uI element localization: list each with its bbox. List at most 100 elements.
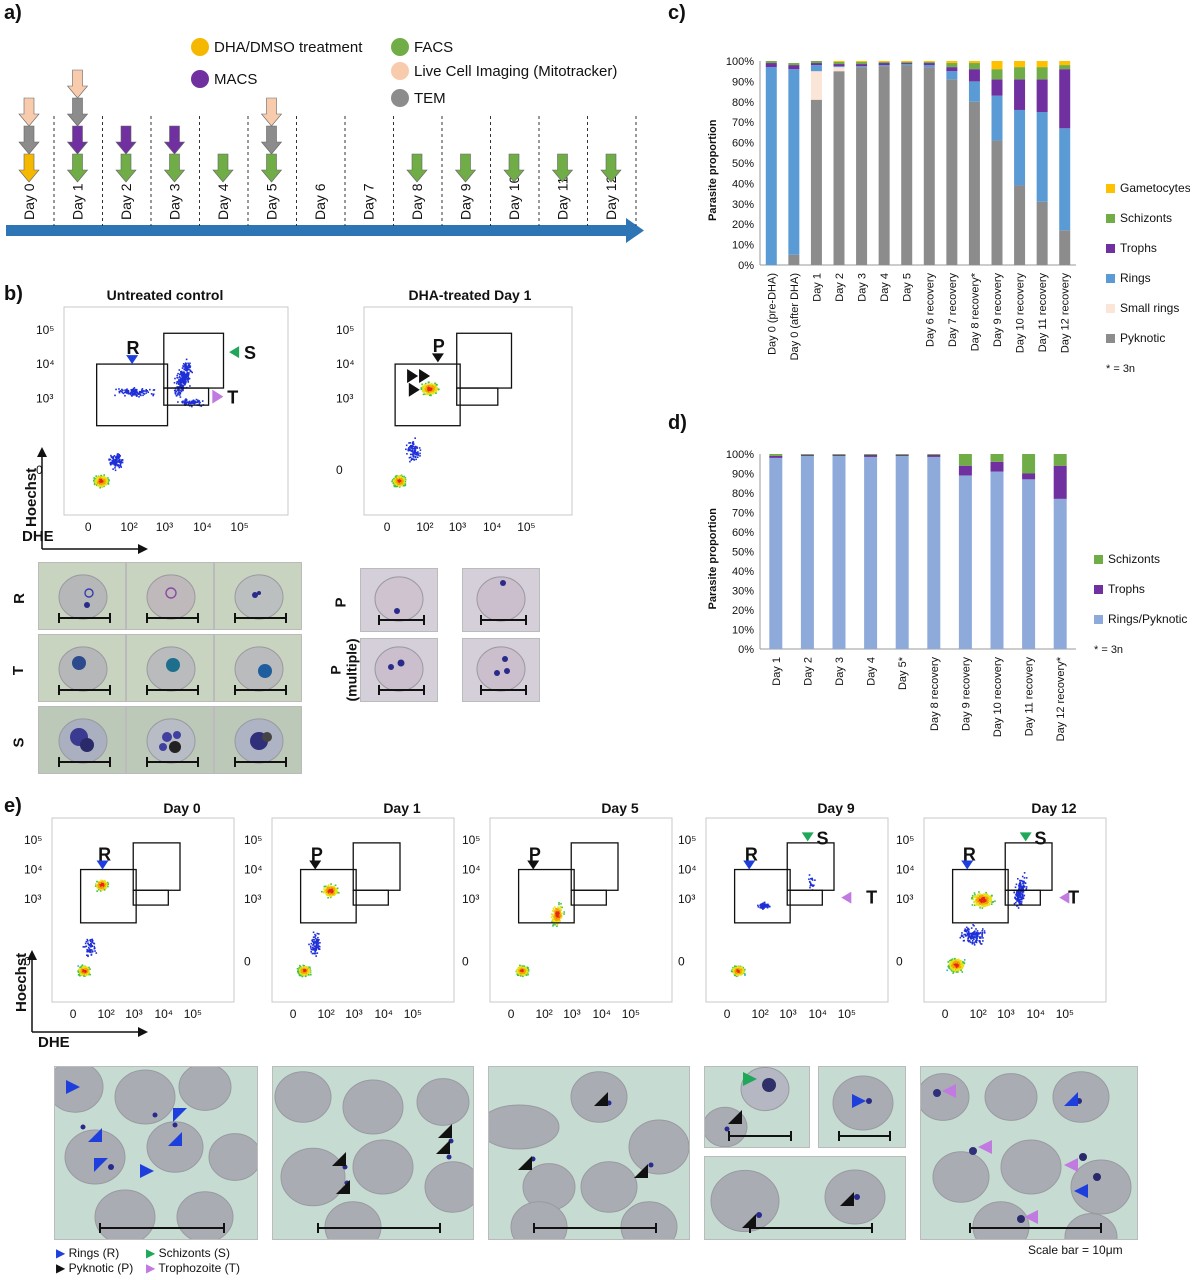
day-label: Day 4 [215, 183, 231, 220]
event-dot [192, 402, 195, 405]
event-dot [189, 385, 191, 387]
event-dot [141, 388, 144, 390]
event-dot [337, 891, 339, 894]
day-label: Day 8 [409, 183, 425, 220]
event-dot [401, 478, 404, 480]
x-tick-label: Day 5 [902, 273, 914, 302]
x-tick-label: 10⁵ [230, 520, 248, 534]
event-dot [328, 891, 331, 894]
event-dot [103, 474, 106, 476]
event-dot [91, 941, 94, 943]
event-dot [192, 399, 195, 402]
x-tick-label: Day 7 recovery [947, 273, 959, 347]
bar-segment [946, 63, 958, 68]
event-dot [136, 391, 139, 394]
scale-bar [145, 685, 200, 695]
event-dot [432, 392, 434, 395]
event-dot [185, 402, 187, 405]
event-dot [401, 476, 403, 479]
event-dot [426, 384, 428, 387]
micrograph-canvas [374, 646, 424, 692]
event-dot [140, 389, 143, 391]
event-dot [104, 885, 106, 887]
event-dot [435, 391, 437, 393]
bar-segment [968, 101, 980, 265]
y-tick-label: 80% [732, 488, 754, 500]
event-dot [334, 884, 337, 887]
event-dot [328, 894, 331, 897]
event-dot [330, 883, 332, 885]
event-dot [88, 966, 90, 969]
event-dot [199, 401, 201, 404]
micrograph-canvas [58, 646, 108, 692]
y-tick-label: 0 [336, 463, 343, 477]
event-dot [423, 385, 426, 387]
event-dot [320, 890, 323, 893]
event-dot [106, 881, 109, 884]
event-dot [181, 384, 184, 387]
bar-segment [810, 61, 822, 64]
event-dot [396, 481, 398, 484]
event-dot [299, 972, 302, 974]
event-dot [329, 885, 332, 888]
event-dot [80, 969, 83, 971]
y-tick-label: 0% [738, 644, 754, 656]
micrograph-canvas [234, 646, 284, 692]
event-dot [311, 940, 314, 943]
event-dot [177, 393, 179, 396]
event-dot [86, 967, 89, 969]
scale-bar [57, 613, 112, 623]
event-dot [135, 394, 138, 397]
event-dot [182, 379, 184, 381]
bar-segment [927, 454, 941, 455]
event-dot [81, 964, 84, 966]
arrow-head-icon [37, 447, 47, 457]
event-dot [180, 390, 183, 393]
event-dot [107, 885, 109, 888]
micrograph-canvas [58, 718, 108, 764]
bar-segment [927, 456, 941, 649]
event-dot [185, 368, 188, 371]
y-tick-label: 10⁴ [24, 863, 43, 877]
event-dot [298, 967, 301, 969]
gate-marker-icon [408, 382, 420, 397]
parasite-nucleus [262, 732, 272, 742]
bar-segment [1014, 185, 1026, 265]
bar-segment [901, 63, 913, 65]
event-dot [398, 484, 401, 487]
micrograph-row-label: R [10, 593, 28, 604]
event-dot [191, 371, 194, 374]
event-dot [105, 885, 107, 888]
event-dot [103, 476, 105, 478]
event-dot [329, 889, 332, 891]
x-tick-label: 0 [384, 520, 391, 534]
event-dot [180, 375, 183, 377]
timeline-bar [6, 225, 630, 236]
event-dot [86, 971, 89, 974]
event-dot [118, 458, 121, 461]
y-tick-label: 60% [732, 138, 754, 150]
event-dot [79, 966, 82, 968]
event-dot [435, 392, 437, 395]
event-dot [147, 391, 150, 394]
micrograph-canvas [476, 576, 526, 622]
day-label: Day 5 [264, 183, 280, 220]
event-dot [308, 968, 311, 971]
legend-label: MACS [214, 71, 257, 88]
legend-dot [391, 38, 409, 56]
x-tick-label: 10³ [156, 520, 173, 534]
bar-segment [927, 454, 941, 457]
event-dot [334, 891, 337, 893]
x-tick-label: Day 10 recovery [992, 657, 1004, 738]
event-dot [132, 387, 135, 390]
down-arrow-icon [406, 153, 428, 183]
event-dot [134, 392, 137, 394]
event-dot [134, 390, 136, 393]
event-dot [99, 884, 102, 886]
event-dot [91, 938, 94, 941]
event-dot [412, 455, 415, 458]
event-dot [313, 938, 315, 941]
event-dot [114, 464, 116, 466]
event-dot [328, 892, 331, 895]
